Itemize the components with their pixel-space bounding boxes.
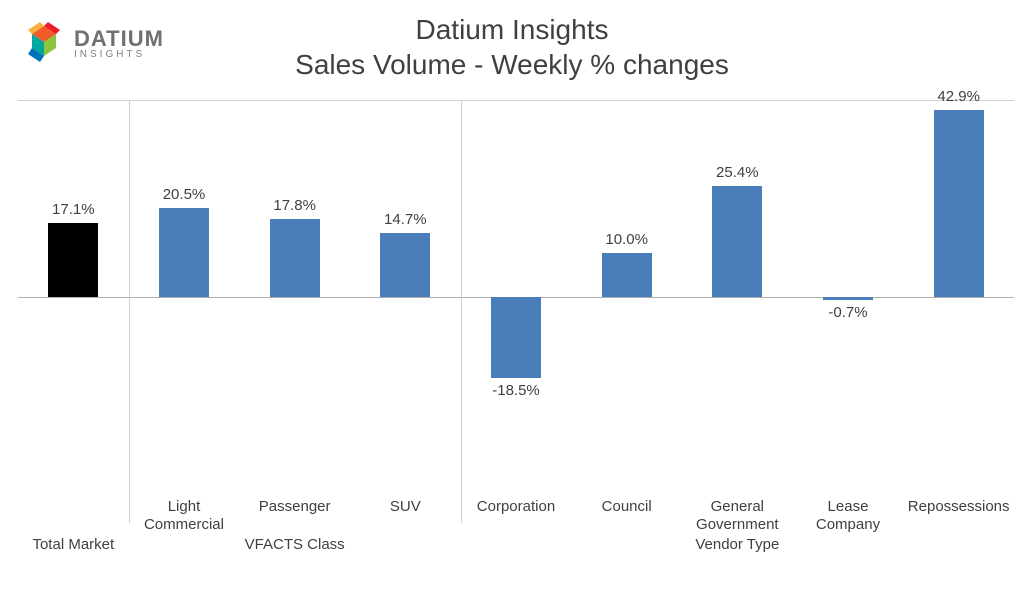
title-line-2: Sales Volume - Weekly % changes xyxy=(0,47,1024,82)
bar-chart: 17.1% 20.5% 17.8% 14.7% -18.5% 10.0% 25.4% -0.7… xyxy=(18,100,1014,552)
title-line-1: Datium Insights xyxy=(0,12,1024,47)
bar xyxy=(159,208,209,297)
bar xyxy=(934,110,984,297)
page: DATIUM INSIGHTS Datium Insights Sales Vo… xyxy=(0,0,1024,594)
bar xyxy=(48,223,98,297)
bar-value-label: 20.5% xyxy=(134,186,234,203)
category-label: Council xyxy=(571,498,682,516)
plot-area: 17.1% 20.5% 17.8% 14.7% -18.5% 10.0% 25.4% -0.7… xyxy=(18,100,1014,493)
bar xyxy=(823,297,873,300)
category-label: Repossessions xyxy=(903,498,1014,516)
bar-value-label: 17.8% xyxy=(245,197,345,214)
bar-value-label: 42.9% xyxy=(909,88,1009,105)
group-separator xyxy=(129,101,130,523)
bar-value-label: 10.0% xyxy=(577,231,677,248)
bar-value-label: 25.4% xyxy=(687,164,787,181)
bar xyxy=(491,297,541,378)
category-label: LightCommercial xyxy=(129,498,240,534)
bar xyxy=(380,233,430,297)
category-label: SUV xyxy=(350,498,461,516)
group-label: Vendor Type xyxy=(461,536,1014,553)
bar-value-label: -18.5% xyxy=(466,382,566,399)
group-label: VFACTS Class xyxy=(129,536,461,553)
bar xyxy=(270,219,320,297)
group-label: Total Market xyxy=(18,536,129,553)
category-label: Corporation xyxy=(461,498,572,516)
bar-value-label: 17.1% xyxy=(23,201,123,218)
bar xyxy=(602,253,652,297)
category-label: GeneralGovernment xyxy=(682,498,793,534)
bar-value-label: 14.7% xyxy=(355,211,455,228)
bar xyxy=(712,186,762,297)
chart-title: Datium Insights Sales Volume - Weekly % … xyxy=(0,12,1024,82)
category-label: Passenger xyxy=(239,498,350,516)
bar-value-label: -0.7% xyxy=(798,304,898,321)
category-label: LeaseCompany xyxy=(793,498,904,534)
group-separator xyxy=(461,101,462,523)
